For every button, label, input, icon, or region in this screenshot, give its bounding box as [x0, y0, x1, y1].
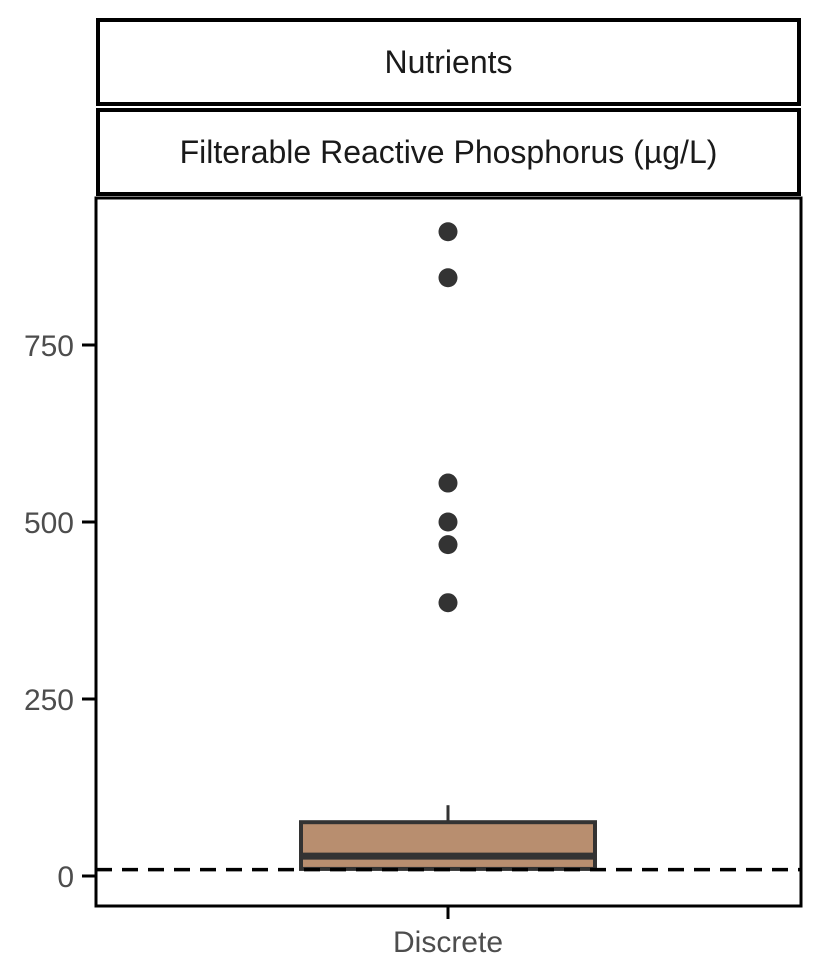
y-tick-label: 0: [57, 861, 74, 894]
outlier-point: [438, 473, 458, 493]
y-tick-label: 750: [24, 330, 74, 363]
facet-label-bottom: Filterable Reactive Phosphorus (µg/L): [179, 133, 718, 170]
facet-strip-top: Nutrients: [96, 18, 801, 106]
outlier-point: [438, 512, 458, 532]
outlier-point: [438, 222, 458, 242]
box-iqr: [299, 820, 597, 871]
facet-label-top: Nutrients: [384, 43, 513, 80]
facet-strip-bottom: Filterable Reactive Phosphorus (µg/L): [96, 108, 801, 196]
y-tick-label: 250: [24, 684, 74, 717]
y-tick-label: 500: [24, 507, 74, 540]
outlier-point: [438, 268, 458, 288]
outlier-point: [438, 535, 458, 555]
outlier-point: [438, 593, 458, 613]
x-tick-label: Discrete: [393, 926, 503, 959]
